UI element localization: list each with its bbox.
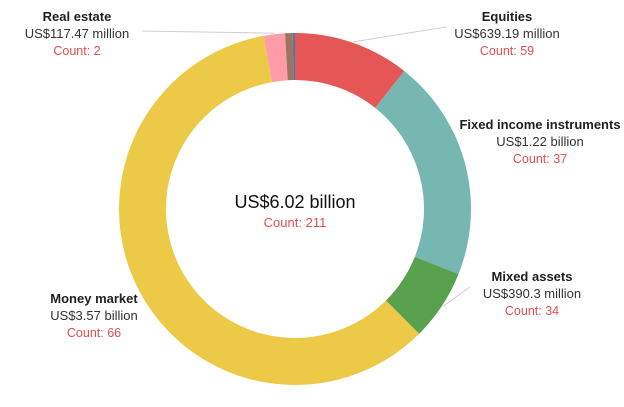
donut-slice-fixed-income-instruments <box>375 71 472 275</box>
slice-count: Count: 37 <box>513 152 567 166</box>
slice-count: Count: 2 <box>53 44 100 58</box>
label-money-market: Money market US$3.57 billion Count: 66 <box>50 291 138 340</box>
label-equities: Equities US$639.19 million Count: 59 <box>454 9 560 58</box>
slice-name: Mixed assets <box>492 269 573 284</box>
slice-value: US$117.47 million <box>25 26 130 41</box>
slice-name: Equities <box>482 9 533 24</box>
slice-name: Money market <box>50 291 138 306</box>
leader-line-equities <box>353 26 447 43</box>
donut-slice-unlabeled-5 <box>285 33 294 81</box>
center-count-label: Count: 211 <box>264 215 327 230</box>
donut-slice-equities <box>295 33 405 108</box>
slice-count: Count: 59 <box>480 44 534 58</box>
slice-count: Count: 34 <box>505 304 559 318</box>
center-total-label: US$6.02 billion <box>234 192 355 212</box>
slice-name: Fixed income instruments <box>459 117 620 132</box>
slice-value: US$3.57 billion <box>50 308 137 323</box>
slice-value: US$1.22 billion <box>496 134 583 149</box>
donut-slice-unlabeled-6 <box>292 33 295 81</box>
slice-value: US$390.3 million <box>483 286 581 301</box>
leader-lines <box>141 26 471 307</box>
slice-value: US$639.19 million <box>454 26 560 41</box>
slice-name: Real estate <box>43 9 112 24</box>
donut-slice-money-market <box>118 35 420 385</box>
leader-line-real-estate <box>141 30 275 34</box>
donut-slice-real-estate <box>263 33 288 83</box>
label-fixed-income: Fixed income instruments US$1.22 billion… <box>459 117 620 166</box>
slice-count: Count: 66 <box>67 326 121 340</box>
donut-slice-mixed-assets <box>385 256 459 334</box>
label-real-estate: Real estate US$117.47 million Count: 2 <box>25 9 130 58</box>
label-mixed-assets: Mixed assets US$390.3 million Count: 34 <box>483 269 581 318</box>
donut-slices <box>118 33 472 385</box>
leader-line-mixed-assets <box>442 286 471 307</box>
